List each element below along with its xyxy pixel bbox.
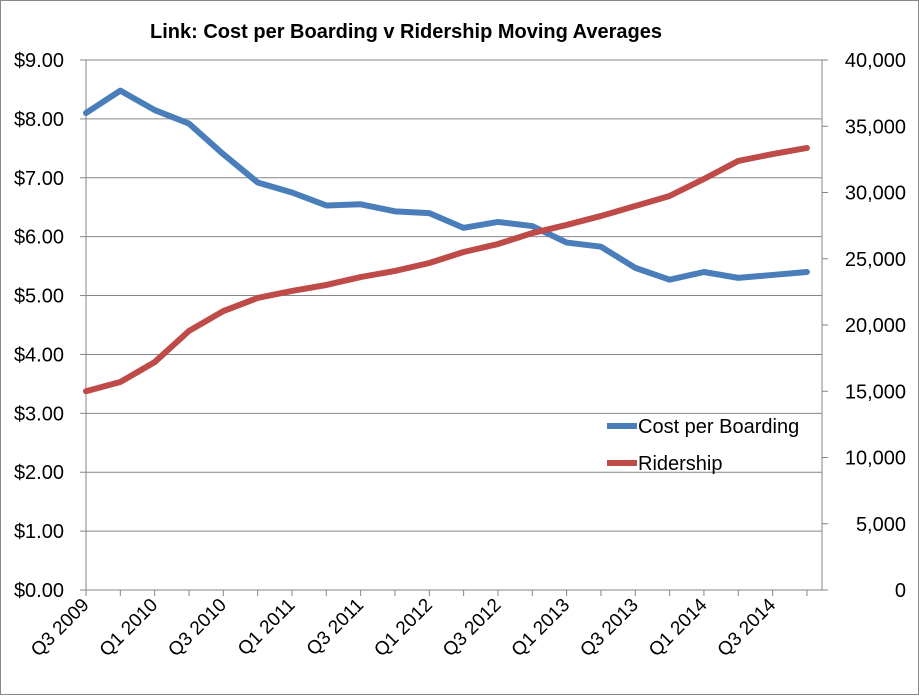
x-tick-label: Q1 2013 <box>508 595 574 661</box>
x-tick-label: Q1 2010 <box>96 595 162 661</box>
left-tick-label: $1.00 <box>14 521 64 543</box>
right-tick-label: 40,000 <box>845 50 906 72</box>
left-tick-label: $8.00 <box>14 109 64 131</box>
right-tick-label: 25,000 <box>845 249 906 271</box>
left-tick-label: $6.00 <box>14 227 64 249</box>
chart-title: Link: Cost per Boarding v Ridership Movi… <box>150 21 662 43</box>
x-tick-label: Q3 2009 <box>27 595 93 661</box>
x-tick-label: Q1 2012 <box>370 595 436 661</box>
left-tick-label: $2.00 <box>14 462 64 484</box>
x-tick-label: Q3 2010 <box>164 595 230 661</box>
left-tick-label: $0.00 <box>14 580 64 602</box>
x-tick-label: Q3 2011 <box>303 595 368 660</box>
left-tick-label: $4.00 <box>14 344 64 366</box>
right-tick-label: 5,000 <box>856 514 906 536</box>
x-tick-label: Q3 2013 <box>576 595 642 661</box>
right-tick-label: 20,000 <box>845 315 906 337</box>
right-tick-label: 10,000 <box>845 448 906 470</box>
left-tick-label: $7.00 <box>14 168 64 190</box>
x-tick-label: Q1 2011 <box>234 595 299 660</box>
right-tick-label: 15,000 <box>845 381 906 403</box>
right-tick-label: 30,000 <box>845 183 906 205</box>
legend-label: Cost per Boarding <box>638 416 799 438</box>
left-tick-label: $3.00 <box>14 403 64 425</box>
x-tick-label: Q3 2014 <box>714 594 781 661</box>
right-tick-label: 0 <box>895 580 906 602</box>
left-tick-label: $9.00 <box>14 50 64 72</box>
left-tick-label: $5.00 <box>14 286 64 308</box>
legend-label: Ridership <box>638 453 722 475</box>
x-tick-label: Q3 2012 <box>439 595 505 661</box>
right-tick-label: 35,000 <box>845 116 906 138</box>
x-tick-label: Q1 2014 <box>645 594 712 661</box>
